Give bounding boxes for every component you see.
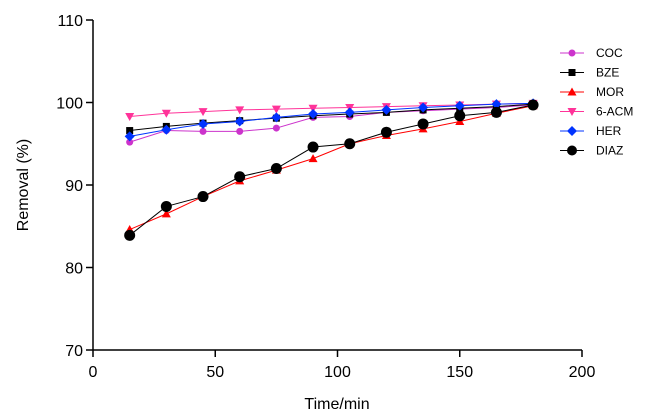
legend-label: HER [596,124,622,138]
series-layer [124,98,539,241]
x-tick-label: 200 [569,364,596,381]
y-tick-label: 70 [65,343,83,360]
data-point-6-acm [235,106,245,115]
legend-item-mor: MOR [560,85,624,99]
data-point-6-acm [161,109,171,118]
legend-marker [568,49,576,57]
legend-marker [567,87,577,96]
data-point-her [124,131,135,142]
legend-marker [567,145,577,156]
series-line-bze [129,103,534,132]
legend-item-coc: COC [560,46,623,60]
legend-label: 6-ACM [596,105,633,119]
legend-item-diaz: DIAZ [560,144,623,158]
data-point-diaz [124,229,136,241]
data-point-diaz [197,191,209,203]
legend-item-6-acm: 6-ACM [560,105,633,119]
data-point-6-acm [271,105,281,114]
y-tick-label: 100 [56,96,83,113]
data-point-diaz [344,138,356,150]
series-line-diaz [129,104,534,236]
x-tick-label: 50 [206,364,224,381]
axes [92,20,582,351]
x-tick-label: 150 [446,364,473,381]
legend-label: BZE [596,66,619,80]
data-point-coc [199,127,207,135]
data-point-diaz [380,126,392,138]
y-tick-label: 80 [65,261,83,278]
data-point-diaz [270,163,282,174]
legend-label: DIAZ [596,144,623,158]
data-point-coc [272,124,280,132]
legend-label: COC [596,46,623,60]
data-point-her [344,107,355,118]
legend-marker [567,126,577,136]
data-point-diaz [160,200,172,212]
data-point-her [454,100,465,111]
series-line-6-acm [129,102,534,118]
y-tick-label: 90 [65,178,83,195]
data-point-6-acm [198,108,208,117]
series-her [124,98,539,142]
data-point-mor [308,154,318,163]
x-axis-title: Time/min [304,396,369,413]
legend: COC BZE MOR 6-ACM HER DIAZ [560,46,633,158]
data-point-6-acm [125,113,135,122]
series-diaz [124,99,539,241]
data-point-her [418,102,429,113]
x-tick-label: 0 [89,364,98,381]
data-point-mor [161,209,171,218]
series-line-mor [129,105,534,231]
data-point-her [491,99,502,110]
data-point-diaz [417,118,429,130]
data-point-6-acm [308,104,318,113]
legend-label: MOR [596,85,624,99]
data-point-diaz [490,106,502,118]
series-mor [125,101,538,234]
data-point-diaz [234,171,246,183]
legend-item-bze: BZE [560,66,619,80]
data-point-diaz [454,110,466,122]
data-point-bze [126,127,134,135]
legend-marker [568,69,576,76]
data-point-her [234,116,245,127]
y-ticks: 70 80 90 100 110 [56,13,93,360]
data-point-diaz [527,99,539,111]
legend-marker [567,108,577,116]
data-point-her [161,124,172,135]
data-point-her [381,104,392,115]
y-tick-label: 110 [57,13,83,30]
legend-item-her: HER [560,124,622,138]
data-point-diaz [307,141,319,153]
x-ticks: 0 50 100 150 200 [89,350,596,381]
data-point-her [198,118,209,129]
data-point-coc [126,138,134,146]
data-point-her [308,109,319,120]
x-tick-label: 100 [324,364,351,381]
data-point-coc [236,127,244,135]
series-line-coc [129,104,534,143]
y-axis-title: Removal (%) [15,139,32,231]
data-point-her [271,112,282,123]
series-line-her [129,102,534,137]
